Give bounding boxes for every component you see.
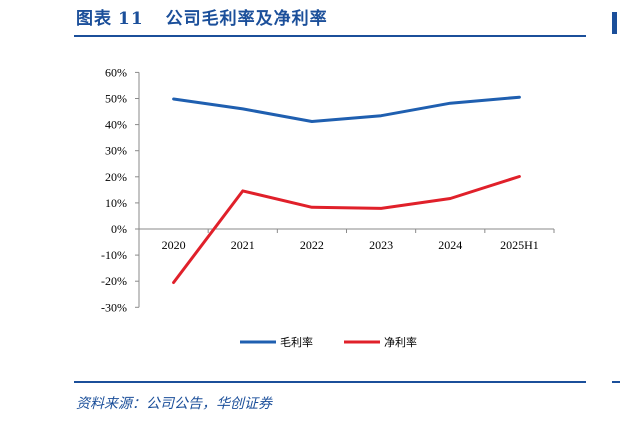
y-tick-label: 20% bbox=[105, 170, 127, 184]
y-tick-label: -30% bbox=[101, 300, 127, 314]
gross-margin-line bbox=[172, 95, 521, 123]
y-tick-label: 30% bbox=[105, 144, 127, 158]
adjacent-figure-edge-bottom bbox=[612, 381, 620, 383]
y-tick-labels: 60% 50% 40% 30% 20% 10% 0% -10% -20% -30% bbox=[101, 65, 127, 314]
series-lines bbox=[172, 95, 521, 284]
figure-label: 图表 bbox=[76, 9, 112, 29]
x-tick-label: 2024 bbox=[438, 238, 462, 252]
y-tick-label: 60% bbox=[105, 65, 127, 79]
net-margin-line bbox=[172, 175, 521, 284]
figure-title: 图表 11 公司毛利率及净利率 bbox=[76, 4, 328, 29]
chart-axes bbox=[135, 71, 555, 308]
legend-label: 毛利率 bbox=[280, 335, 313, 349]
x-tick-label: 2023 bbox=[369, 238, 393, 252]
y-tick-label: 40% bbox=[105, 118, 127, 132]
y-tick-label: -20% bbox=[101, 274, 127, 288]
x-tick-label: 2021 bbox=[231, 238, 255, 252]
x-tick-label: 2022 bbox=[300, 238, 324, 252]
source-rule bbox=[74, 381, 586, 383]
source-note: 资料来源：公司公告，华创证券 bbox=[76, 396, 272, 412]
x-tick-label: 2020 bbox=[162, 238, 186, 252]
adjacent-figure-edge bbox=[612, 12, 617, 34]
y-tick-label: 10% bbox=[105, 196, 127, 210]
legend-label: 净利率 bbox=[384, 335, 417, 349]
chart-legend: 毛利率 净利率 bbox=[240, 335, 417, 349]
y-tick-label: 50% bbox=[105, 92, 127, 106]
y-tick-label: -10% bbox=[101, 248, 127, 262]
figure-number: 11 bbox=[118, 9, 144, 29]
figure-title-text: 公司毛利率及净利率 bbox=[165, 9, 328, 29]
x-tick-label: 2025H1 bbox=[500, 238, 539, 252]
title-rule bbox=[74, 35, 586, 37]
y-tick-label: 0% bbox=[111, 222, 127, 236]
x-tick-labels: 2020 2021 2022 2023 2024 2025H1 bbox=[162, 238, 539, 252]
